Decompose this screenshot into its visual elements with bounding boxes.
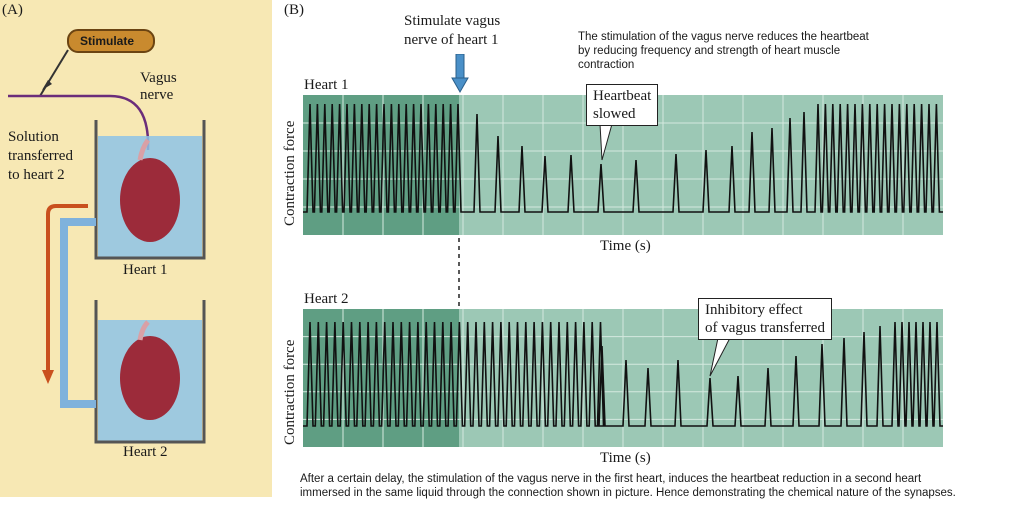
beaker-2 xyxy=(94,300,206,444)
heart-2-label: Heart 2 xyxy=(123,444,168,460)
solution-line2: transferred xyxy=(8,148,73,164)
flow-arrow xyxy=(46,204,88,372)
vagus-label-line2: nerve xyxy=(140,87,174,103)
experiment-illustration xyxy=(8,29,206,444)
mechanism-note: The stimulation of the vagus nerve reduc… xyxy=(578,30,869,72)
panel-b-label: (B) xyxy=(284,2,304,18)
callout1-line2: slowed xyxy=(593,106,636,122)
note-line2: by reducing frequency and strength of he… xyxy=(578,45,841,57)
trace-2-plot xyxy=(303,309,943,447)
callout2-line1: Inhibitory effect xyxy=(705,302,803,318)
heart-1-label: Heart 1 xyxy=(123,262,168,278)
heartbeat-slowed-callout: Heartbeat slowed xyxy=(586,84,659,126)
trace-1-line xyxy=(303,103,943,213)
trace-1-title: Heart 1 xyxy=(304,77,349,93)
stim-line1: Stimulate vagus xyxy=(404,13,501,29)
caption: After a certain delay, the stimulation o… xyxy=(300,472,1010,500)
trace-2-title: Heart 2 xyxy=(304,291,349,307)
note-line3: contraction xyxy=(578,59,635,71)
trace-2-line xyxy=(303,321,943,427)
caption-line2: immersed in the same liquid through the … xyxy=(300,487,956,499)
stimulate-vagus-label: Stimulate vagus nerve of heart 1 xyxy=(404,12,500,50)
callout1-line1: Heartbeat xyxy=(593,88,652,104)
panel-a-label: (A) xyxy=(2,2,23,18)
trace-2-xlabel: Time (s) xyxy=(600,450,651,466)
trace-1-xlabel: Time (s) xyxy=(600,238,651,254)
connecting-tube xyxy=(60,218,96,408)
inhibitory-effect-callout: Inhibitory effect of vagus transferred xyxy=(698,298,832,340)
callout2-line2: of vagus transferred xyxy=(705,320,825,336)
heart-2-icon xyxy=(120,336,180,420)
vagus-label-line1: Vagus xyxy=(140,70,177,86)
stimulate-label: Stimulate xyxy=(80,34,135,48)
heart-1-icon xyxy=(120,158,180,242)
solution-line1: Solution xyxy=(8,129,59,145)
solution-label: Solution transferred to heart 2 xyxy=(8,128,73,185)
vagus-nerve-label: Vagus nerve xyxy=(140,70,177,104)
beaker-1 xyxy=(94,120,206,260)
stimulator-box[interactable] xyxy=(67,29,155,53)
solution-line3: to heart 2 xyxy=(8,167,65,183)
caption-line1: After a certain delay, the stimulation o… xyxy=(300,473,922,485)
stimulus-arrow-icon xyxy=(451,54,469,94)
stim-line2: nerve of heart 1 xyxy=(404,32,499,48)
note-line1: The stimulation of the vagus nerve reduc… xyxy=(578,31,869,43)
